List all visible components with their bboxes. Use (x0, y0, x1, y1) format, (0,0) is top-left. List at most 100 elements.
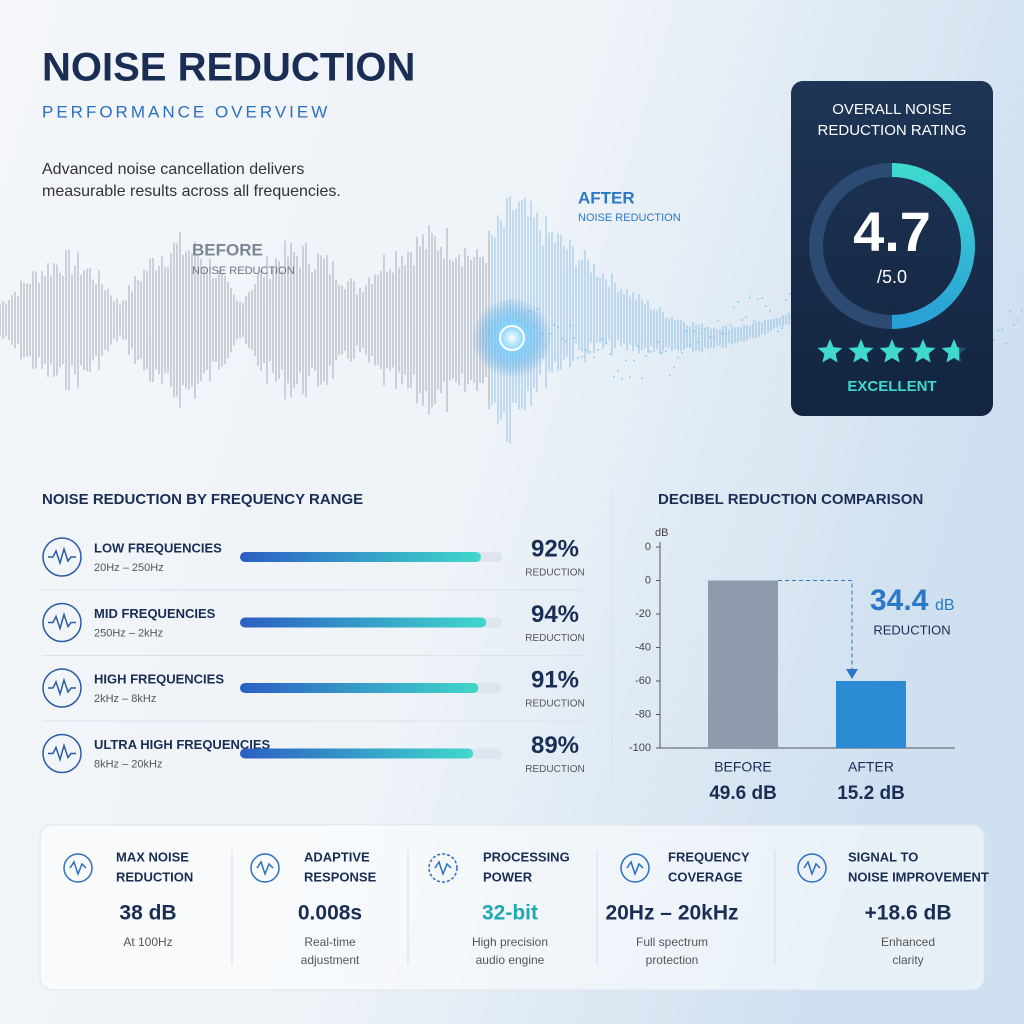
stat-value: 20Hz – 20kHz (605, 902, 738, 925)
rating-max: /5.0 (877, 267, 907, 287)
progress-bar (240, 617, 487, 628)
before-label: BEFORE (192, 240, 263, 259)
wave-dot (633, 359, 635, 362)
row-name: LOW FREQUENCIES (94, 540, 222, 555)
wave-dot (569, 324, 571, 327)
y-tick-label: -60 (635, 675, 651, 687)
card (791, 81, 993, 416)
stat-caption: adjustment (301, 953, 360, 967)
row-range: 2kHz – 8kHz (94, 693, 156, 705)
y-tick-label: 0 (645, 574, 651, 586)
stat-title: PROCESSING (483, 849, 570, 864)
wave-dot (785, 299, 787, 302)
wave-dot (565, 339, 567, 342)
row-icon-wave (48, 677, 76, 697)
wave-dot (573, 337, 575, 340)
wave-dot (689, 344, 691, 347)
stat-title: MAX NOISE (116, 849, 189, 864)
wave-dot (661, 352, 663, 355)
wave-dot (789, 293, 791, 296)
annotation-unit: dB (935, 597, 955, 614)
bar (708, 580, 778, 748)
wave-dot (657, 341, 659, 344)
stat-title: FREQUENCY (668, 849, 750, 864)
x-tick-label: BEFORE (714, 759, 772, 775)
subtitle: PERFORMANCE OVERVIEW (42, 102, 330, 121)
wave-dot (733, 306, 735, 309)
x-tick-label: AFTER (848, 759, 894, 775)
row-icon (42, 537, 82, 577)
wave-glow (472, 298, 552, 378)
wave-dot (725, 333, 727, 336)
row-icon-wave (48, 546, 76, 566)
stat-icon (250, 853, 280, 883)
wave-dot (673, 366, 675, 369)
wave-dot (641, 377, 643, 380)
wave-dot (729, 324, 731, 327)
wave-dot (721, 332, 723, 335)
stat-caption: Real-time (304, 935, 356, 949)
y-tick-label: -40 (635, 641, 651, 653)
stat-icon (797, 853, 827, 883)
wave-dot (781, 327, 783, 330)
unit-label: REDUCTION (525, 633, 584, 644)
arrowhead (846, 669, 858, 679)
stat-title: NOISE IMPROVEMENT (848, 869, 989, 884)
stat-caption: Full spectrum (636, 935, 708, 949)
section-title: DECIBEL REDUCTION COMPARISON (658, 491, 923, 508)
star (941, 339, 960, 363)
stat-caption: clarity (892, 953, 923, 967)
wave-dot (609, 353, 611, 356)
wave-dot (1017, 319, 1019, 322)
stat-title: COVERAGE (668, 869, 743, 884)
row-icon-wave (48, 742, 76, 763)
wave-dot (717, 319, 719, 322)
wave-dot (557, 326, 559, 329)
wave-dot (1021, 309, 1023, 312)
wave-dot (693, 330, 695, 333)
wave-dot (685, 330, 687, 333)
wave-dot (1001, 328, 1003, 331)
stat-icon-mark (803, 860, 821, 877)
wave-dot (757, 298, 759, 301)
star (817, 339, 843, 363)
row-name: HIGH FREQUENCIES (94, 671, 224, 686)
wave-dot (613, 375, 615, 378)
star (910, 339, 936, 363)
wave-dot (705, 327, 707, 330)
wave-dot (597, 348, 599, 351)
stats-panel (39, 824, 985, 991)
stat-title: REDUCTION (116, 869, 193, 884)
wave-dot (645, 355, 647, 358)
wave-dot (581, 355, 583, 358)
wave-dot (605, 342, 607, 345)
bar-reading: 49.6 dB (709, 783, 777, 804)
wave-dot (761, 297, 763, 300)
stat-title: SIGNAL TO (848, 849, 918, 864)
rating-title: OVERALL NOISE (832, 101, 952, 118)
stat-title: RESPONSE (304, 869, 377, 884)
row-icon (42, 668, 82, 708)
stat-caption: Enhanced (881, 935, 935, 949)
row-range: 8kHz – 20kHz (94, 758, 162, 770)
wave-dot (1009, 310, 1011, 313)
rating-score: 4.7 (853, 200, 931, 263)
stat-caption: protection (646, 953, 699, 967)
star (848, 339, 874, 363)
bar-reading: 15.2 dB (837, 783, 905, 804)
wave-dot (993, 339, 995, 342)
wave-dot (625, 359, 627, 362)
wave-dot (777, 330, 779, 333)
annotation-value: 34.4 (870, 584, 929, 617)
stat-icon-mark (434, 860, 452, 877)
value-label: 92% (531, 535, 579, 562)
stat-title: POWER (483, 869, 533, 884)
value-label: 91% (531, 666, 579, 693)
wave-dot (741, 318, 743, 321)
wave-dot (769, 309, 771, 312)
description: Advanced noise cancellation delivers (42, 161, 304, 178)
wave-dot (621, 377, 623, 380)
section-title: NOISE REDUCTION BY FREQUENCY RANGE (42, 491, 363, 508)
